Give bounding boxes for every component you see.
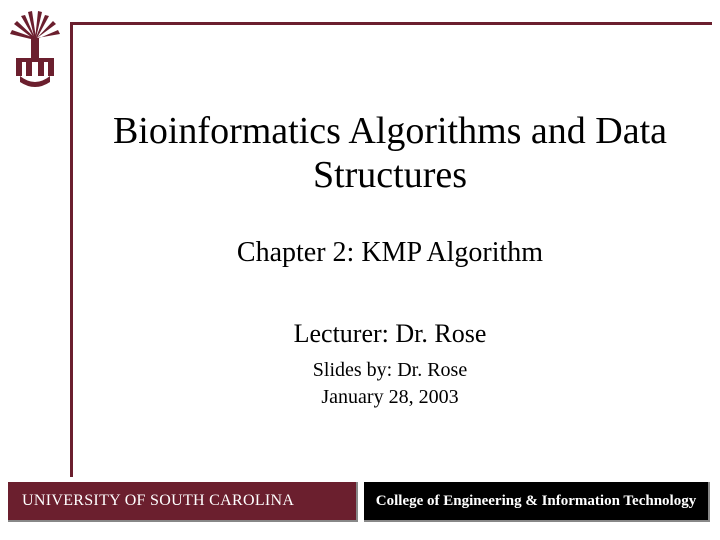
left-border-rule: [70, 22, 73, 477]
lecturer-line: Lecturer: Dr. Rose: [80, 319, 700, 349]
slide-subtitle: Chapter 2: KMP Algorithm: [80, 237, 700, 269]
date-line: January 28, 2003: [80, 386, 700, 409]
university-seal-icon: [6, 10, 64, 88]
footer-college-name: College of Engineering & Information Tec…: [364, 482, 710, 522]
slide-content: Bioinformatics Algorithms and Data Struc…: [80, 110, 700, 409]
footer-university-name: UNIVERSITY OF SOUTH CAROLINA: [8, 482, 358, 522]
slides-by-line: Slides by: Dr. Rose: [80, 359, 700, 382]
slide-title: Bioinformatics Algorithms and Data Struc…: [80, 110, 700, 197]
footer-bar: UNIVERSITY OF SOUTH CAROLINA College of …: [8, 482, 710, 522]
top-border-rule: [70, 22, 712, 25]
